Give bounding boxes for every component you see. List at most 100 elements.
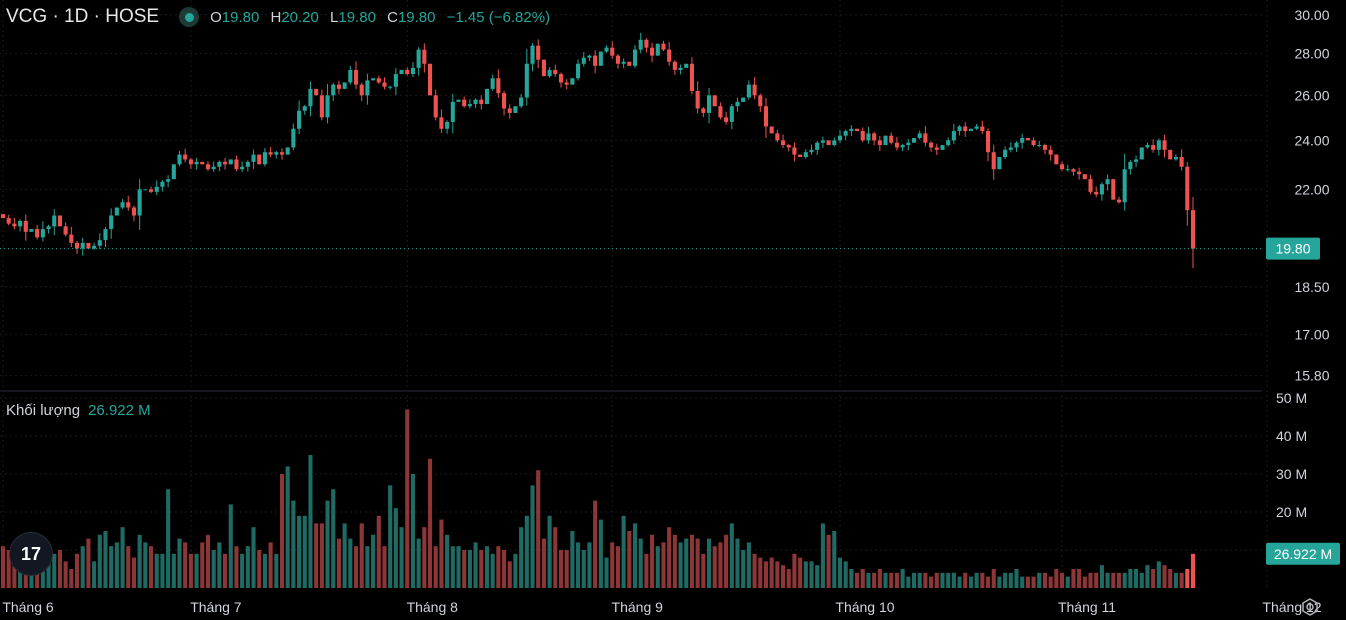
candle-body xyxy=(963,126,968,132)
volume-bar xyxy=(297,515,302,588)
candle-body xyxy=(148,189,154,192)
volume-bar xyxy=(205,534,211,588)
price-tick-label: 26.00 xyxy=(1294,87,1329,103)
volume-bar xyxy=(274,553,279,588)
candle-body xyxy=(695,91,700,109)
volume-bar xyxy=(661,542,666,588)
candle-body xyxy=(467,104,472,107)
volume-tick-label: 20 M xyxy=(1276,504,1307,520)
candle-body xyxy=(940,145,945,150)
symbol-title[interactable]: VCG · 1D · HOSE xyxy=(6,6,160,27)
candle-body xyxy=(786,145,791,148)
candle-body xyxy=(1059,164,1065,170)
candle-body xyxy=(97,240,102,246)
candle-body xyxy=(1025,138,1030,141)
volume-bar xyxy=(519,527,524,588)
candle-body xyxy=(769,126,774,134)
volume-bar xyxy=(422,527,427,588)
candle-body xyxy=(314,88,319,96)
candle-body xyxy=(126,202,131,208)
candle-body xyxy=(507,108,512,113)
volume-bar xyxy=(695,538,700,588)
candle-body xyxy=(194,161,199,165)
candle-body xyxy=(496,78,501,94)
volume-bar xyxy=(1014,569,1019,588)
candle-body xyxy=(348,69,353,83)
candle-body xyxy=(826,140,831,146)
volume-bar xyxy=(502,550,507,588)
volume-bar xyxy=(1105,572,1110,588)
volume-bar xyxy=(473,542,478,588)
volume-bar xyxy=(564,550,569,588)
volume-bar xyxy=(1037,572,1042,588)
candle-body xyxy=(234,159,239,170)
volume-bar xyxy=(1162,565,1167,588)
candle-body xyxy=(911,138,917,143)
candle-body xyxy=(763,106,769,127)
price-tick-label: 30.00 xyxy=(1294,7,1329,23)
candle-body xyxy=(490,78,495,89)
volume-bar xyxy=(188,553,193,588)
volume-bar xyxy=(331,489,336,588)
volume-bar xyxy=(826,534,831,588)
candle-body xyxy=(223,161,228,165)
candle-body xyxy=(1139,147,1144,160)
candle-body xyxy=(342,82,347,89)
candle-body xyxy=(103,229,108,241)
volume-bar xyxy=(410,474,416,588)
candle-body xyxy=(946,140,951,146)
close-value: 19.80 xyxy=(397,8,436,26)
candle-body xyxy=(473,99,478,105)
settings-icon[interactable] xyxy=(1300,597,1320,617)
low-value: 19.80 xyxy=(338,8,376,26)
candle-body xyxy=(177,154,182,165)
candle-body xyxy=(553,69,558,75)
volume-bar xyxy=(371,534,376,588)
eye-icon[interactable] xyxy=(179,7,200,27)
volume-bar xyxy=(792,553,797,588)
volume-bar xyxy=(496,546,501,588)
candle-body xyxy=(376,78,381,83)
candle-body xyxy=(570,78,575,85)
candle-body xyxy=(877,140,882,146)
last-volume-tag-text: 26.922 M xyxy=(1274,546,1332,562)
volume-bar xyxy=(1156,561,1161,588)
candle-body xyxy=(1185,166,1190,211)
volume-bar xyxy=(1020,576,1025,588)
volume-bar xyxy=(251,527,256,588)
volume-tick-label: 30 M xyxy=(1276,466,1307,482)
candle-body xyxy=(1003,149,1008,158)
candle-body xyxy=(1105,179,1110,185)
price-tick-label: 17.00 xyxy=(1294,326,1329,342)
volume-bar xyxy=(991,569,996,588)
volume-bar xyxy=(114,542,119,588)
tradingview-logo[interactable]: 17 xyxy=(9,532,53,576)
volume-bar xyxy=(678,542,683,588)
volume-bar xyxy=(279,474,285,588)
chart-header: VCG · 1D · HOSE O19.80 H20.20 L19.80 C19… xyxy=(6,6,557,28)
last-price-tag-text: 19.80 xyxy=(1275,241,1310,257)
volume-bar xyxy=(291,500,296,588)
volume-bar xyxy=(951,572,956,588)
candle-body xyxy=(889,135,894,143)
candle-body xyxy=(479,99,484,105)
candle-body xyxy=(729,106,734,122)
volume-bar xyxy=(906,576,911,588)
volume-bar xyxy=(92,561,97,588)
candle-body xyxy=(820,140,825,143)
candle-body xyxy=(1020,138,1025,143)
open-value: 19.80 xyxy=(221,8,260,26)
volume-bar xyxy=(946,572,951,588)
time-tick-label: Tháng 12 xyxy=(1262,599,1321,615)
volume-bar xyxy=(1003,572,1008,588)
volume-bar xyxy=(587,542,592,588)
volume-bar xyxy=(701,553,706,588)
candle-body xyxy=(217,161,222,167)
volume-label: Khối lượng xyxy=(6,402,81,419)
candle-body xyxy=(211,166,216,170)
volume-bar xyxy=(1065,576,1070,588)
candle-body xyxy=(701,108,706,113)
candle-body xyxy=(598,51,603,66)
volume-bar xyxy=(228,504,233,588)
